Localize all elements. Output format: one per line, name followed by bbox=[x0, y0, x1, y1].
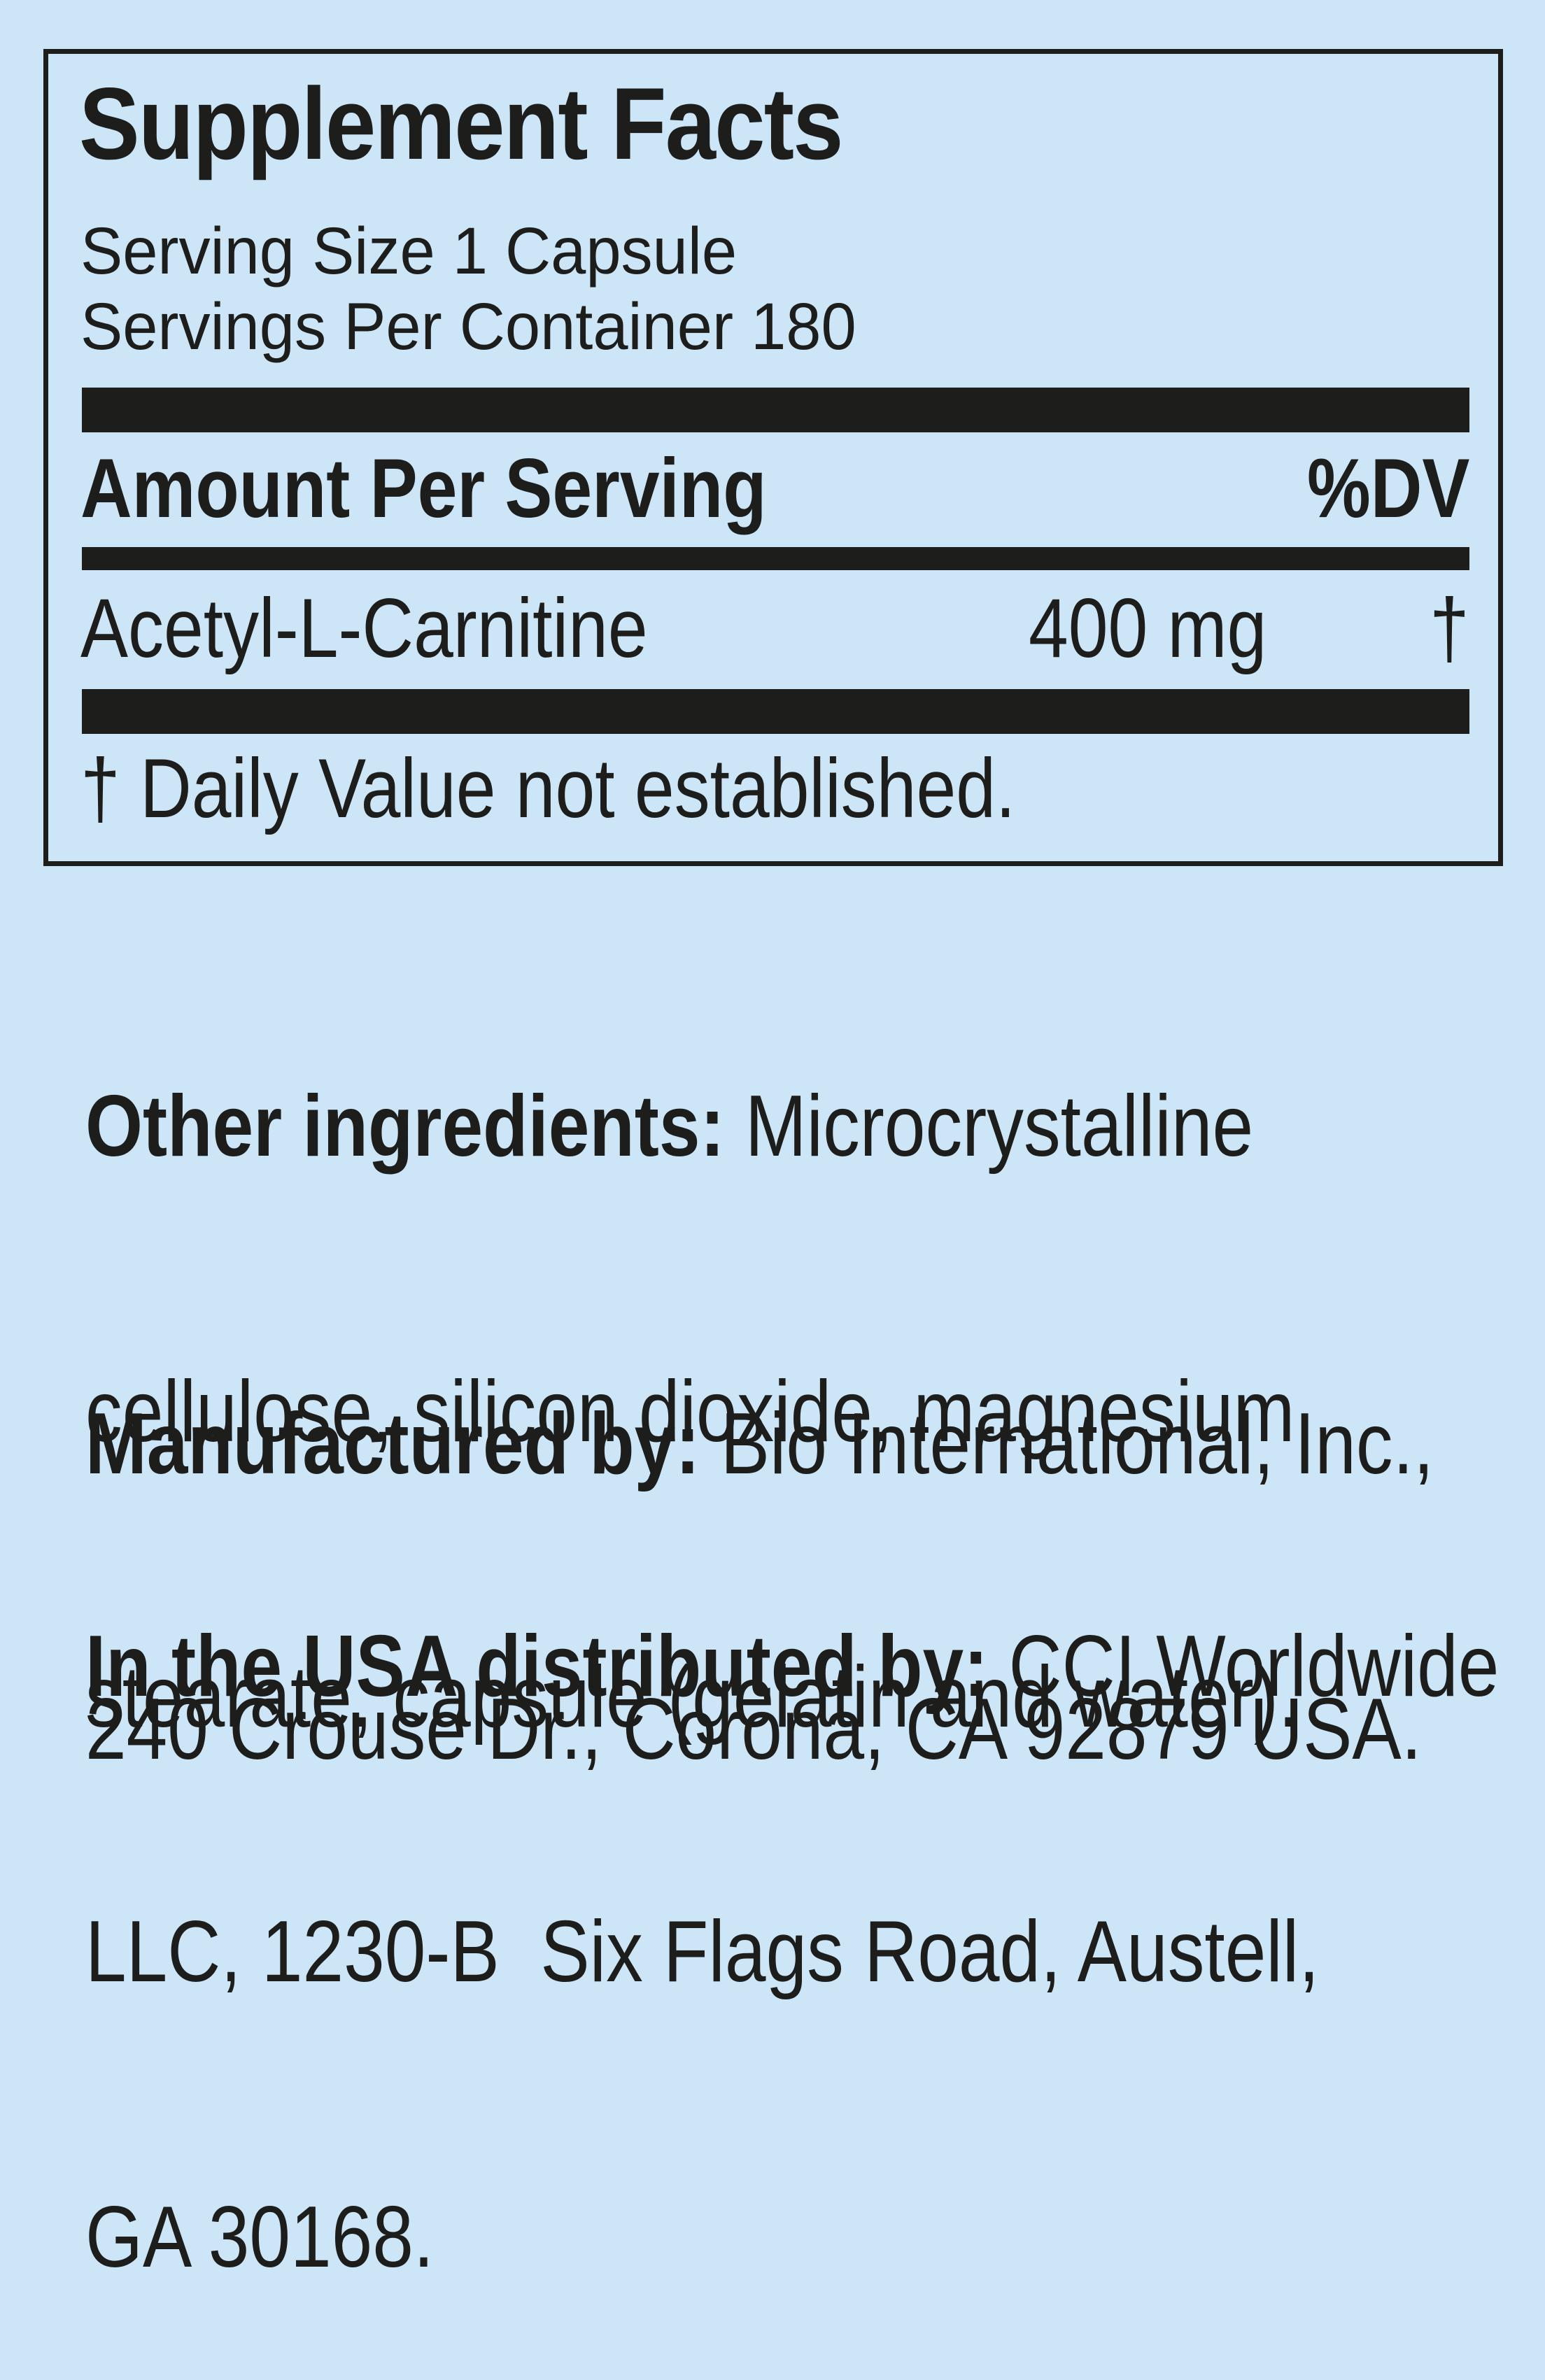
ingredient-amount: 400 mg bbox=[1028, 581, 1267, 675]
other-ingredients-paragraph: Other ingredients: Microcrystalline cell… bbox=[85, 888, 1299, 1840]
serving-size-text: Serving Size 1 Capsule bbox=[80, 214, 738, 288]
other-ingredients-label: Other ingredients: bbox=[85, 1078, 725, 1175]
distributed-by-line: LLC, 1230-B Six Flags Road, Austell, bbox=[85, 1904, 1320, 2000]
supplement-label: { "colors": { "background": "#cce5f7", "… bbox=[43, 49, 1503, 2285]
manufactured-by-paragraph: Manufactured by: Bio International, Inc.… bbox=[85, 1206, 1434, 1872]
ingredient-name: Acetyl-L-Carnitine bbox=[80, 581, 648, 675]
separator-bar-top bbox=[82, 388, 1469, 432]
distributed-by-paragraph: In the USA distributed by: CCI Worldwide… bbox=[85, 1429, 1499, 2380]
amount-header-row: Amount Per Serving %DV bbox=[80, 446, 1469, 532]
other-ingredients-line: Other ingredients: Microcrystalline bbox=[85, 1079, 1299, 1174]
distributed-by-label: In the USA distributed by: bbox=[85, 1618, 989, 1715]
separator-bar-bottom bbox=[82, 689, 1469, 734]
daily-value-footnote: † Daily Value not established. bbox=[80, 742, 1016, 835]
other-ingredients-line: cellulose, silicon dioxide, magnesium bbox=[85, 1363, 1295, 1460]
distributed-by-text: CCI Worldwide bbox=[988, 1618, 1500, 1715]
ingredient-row: Acetyl-L-Carnitine 400 mg † bbox=[80, 586, 1469, 672]
percent-dv-header: %DV bbox=[1306, 441, 1469, 535]
other-ingredients-line: stearate, capsule (gelatin and water). bbox=[85, 1649, 1299, 1745]
manufactured-by-line: Manufactured by: Bio International, Inc.… bbox=[85, 1396, 1434, 1492]
distributed-by-line: GA 30168. bbox=[85, 2189, 435, 2286]
manufactured-by-text: Bio International, Inc., bbox=[700, 1396, 1434, 1492]
manufactured-by-label: Manufactured by: bbox=[85, 1396, 700, 1492]
distributed-by-line: In the USA distributed by: CCI Worldwide bbox=[85, 1619, 1499, 1714]
amount-per-serving-header: Amount Per Serving bbox=[80, 441, 767, 535]
separator-bar-middle bbox=[82, 547, 1469, 570]
other-ingredients-text: Microcrystalline bbox=[724, 1078, 1254, 1175]
servings-per-container-text: Servings Per Container 180 bbox=[80, 290, 856, 364]
supplement-facts-panel: Supplement Facts Serving Size 1 Capsule … bbox=[43, 49, 1503, 866]
ingredient-daily-value: † bbox=[1430, 581, 1469, 675]
panel-title: Supplement Facts bbox=[79, 66, 843, 180]
